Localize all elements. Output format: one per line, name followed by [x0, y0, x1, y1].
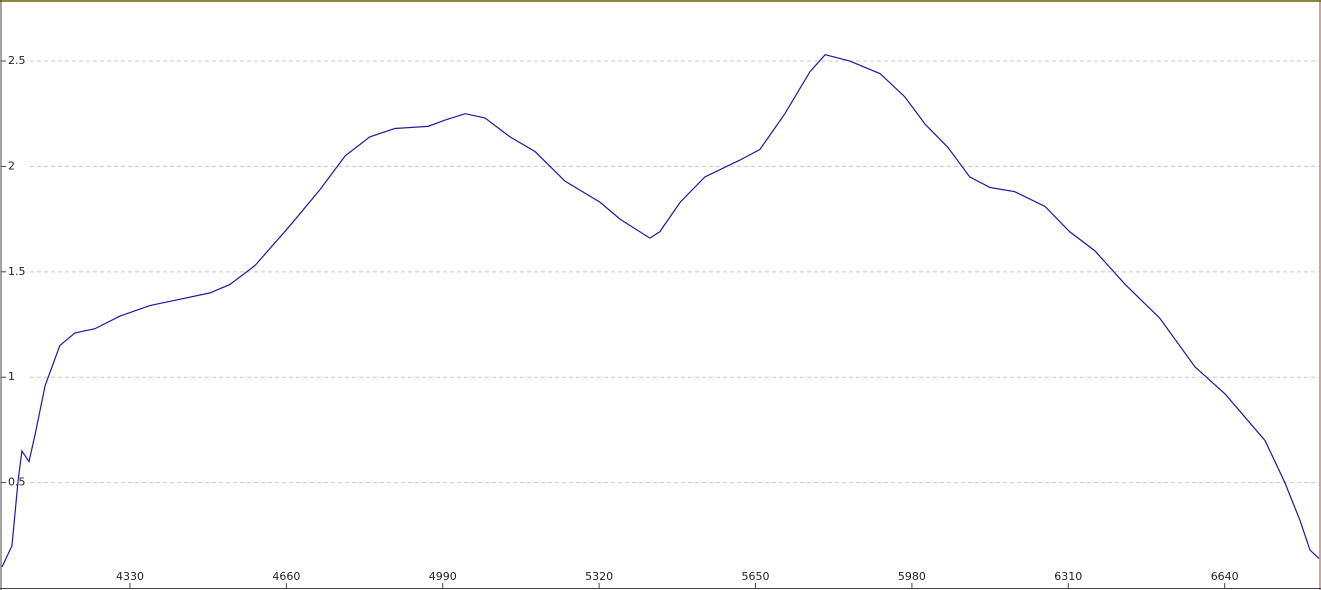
x-tick-label: 4990: [429, 570, 457, 583]
x-tick-label: 4330: [116, 570, 144, 583]
x-tick-label: 5320: [585, 570, 613, 583]
y-tick-label: 2: [8, 159, 15, 172]
x-tick-label: 6310: [1054, 570, 1082, 583]
line: [1, 54, 1320, 568]
x-tick-label: 5650: [742, 570, 770, 583]
y-tick-label: 0.5: [8, 476, 26, 489]
y-tick-label: 1: [8, 370, 15, 383]
x-tick-label: 6640: [1211, 570, 1239, 583]
y-tick-label: 1.5: [8, 265, 26, 278]
x-tick-label: 5980: [898, 570, 926, 583]
y-tick-label: 2.5: [8, 54, 26, 67]
x-tick-label: 4660: [272, 570, 300, 583]
